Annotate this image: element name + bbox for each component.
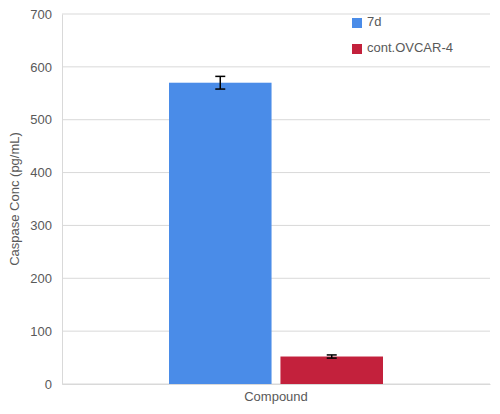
y-tick: 500	[30, 112, 62, 127]
error-bar	[327, 355, 337, 358]
grid-line	[62, 225, 490, 226]
x-tick-label: Compound	[244, 389, 308, 404]
y-tick: 0	[45, 377, 62, 392]
y-tick: 700	[30, 7, 62, 22]
y-axis-line	[62, 15, 63, 385]
error-bar-stem	[220, 76, 222, 89]
legend-label: 7d	[367, 14, 381, 29]
bar	[280, 357, 383, 384]
bar	[169, 83, 272, 384]
y-tick: 600	[30, 60, 62, 75]
chart: 0 100 200 300 400 500 600 700 Compound Caspase Co…	[0, 0, 500, 414]
y-tick-label: 0	[45, 377, 52, 392]
grid-line	[62, 14, 490, 15]
grid-line	[62, 119, 490, 120]
y-tick: 100	[30, 324, 62, 339]
grid-line	[62, 331, 490, 332]
x-tick: Compound	[244, 384, 308, 404]
bars	[169, 76, 383, 384]
y-tick-label: 700	[30, 7, 52, 22]
error-bar-cap	[215, 88, 225, 90]
y-tick-label: 500	[30, 112, 52, 127]
x-axis-line	[63, 384, 491, 385]
legend-item: 7d	[352, 14, 381, 29]
legend-label: cont.OVCAR-4	[367, 40, 453, 55]
error-bar	[215, 76, 225, 89]
error-bar-cap	[327, 354, 337, 356]
legend-swatch	[352, 44, 362, 54]
y-axis-title: Caspase Conc (pg/mL)	[7, 132, 22, 266]
y-tick-label: 400	[30, 165, 52, 180]
grid-line	[62, 384, 490, 385]
grid	[62, 14, 490, 384]
y-axis: 0 100 200 300 400 500 600 700	[30, 7, 62, 392]
legend-item: cont.OVCAR-4	[352, 40, 453, 55]
legend: 7d cont.OVCAR-4	[352, 14, 453, 55]
y-tick-label: 300	[30, 218, 52, 233]
grid-line	[62, 278, 490, 279]
y-tick: 400	[30, 165, 62, 180]
y-tick: 300	[30, 218, 62, 233]
legend-swatch	[352, 18, 362, 28]
error-bar-cap	[215, 76, 225, 78]
y-tick-label: 200	[30, 271, 52, 286]
y-tick: 200	[30, 271, 62, 286]
y-tick-label: 600	[30, 60, 52, 75]
y-tick-label: 100	[30, 324, 52, 339]
grid-line	[62, 172, 490, 173]
grid-line	[62, 66, 490, 67]
error-bar-cap	[327, 357, 337, 359]
x-axis: Compound	[63, 384, 491, 404]
